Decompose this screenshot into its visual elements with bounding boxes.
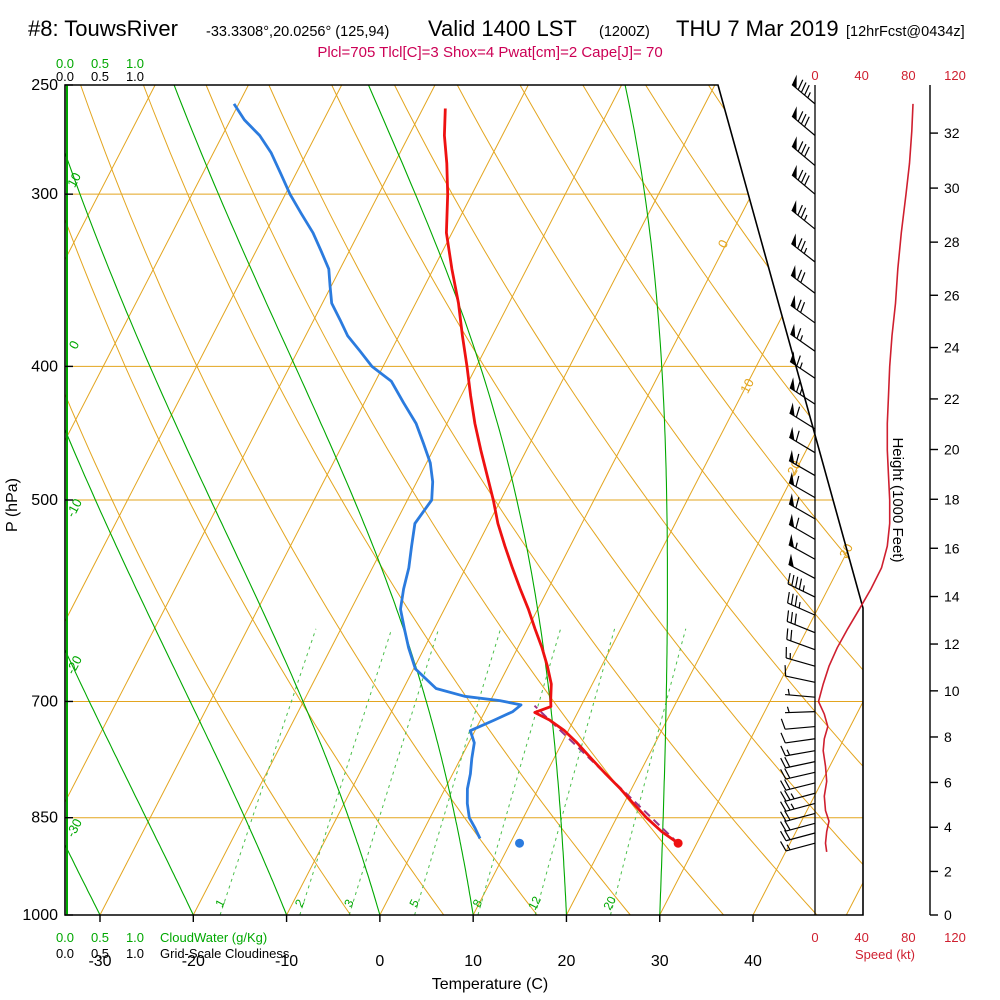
- cloudwater-axis-title: CloudWater (g/Kg): [160, 930, 267, 945]
- valid-zulu-label: (1200Z): [599, 24, 650, 40]
- speed-tick-top: 80: [901, 68, 915, 83]
- height-tick-label: 18: [944, 491, 960, 507]
- height-tick-label: 20: [944, 442, 960, 458]
- temperature-axis-title: Temperature (C): [432, 976, 548, 993]
- height-tick-label: 32: [944, 125, 960, 141]
- pressure-tick-label: 850: [31, 810, 58, 827]
- sounding-traces: [232, 103, 679, 845]
- height-tick-label: 24: [944, 340, 960, 356]
- surface-temp-dot: [673, 838, 683, 848]
- height-tick-label: 28: [944, 234, 960, 250]
- temperature-tick-label: 0: [375, 953, 384, 970]
- height-tick-label: 30: [944, 180, 960, 196]
- pressure-tick-label: 700: [31, 693, 58, 710]
- height-tick-label: 2: [944, 863, 952, 879]
- cloudwater-scale-bottom: 1.0: [126, 930, 144, 945]
- pressure-tick-label: 300: [31, 186, 58, 203]
- pressure-tick-label: 1000: [22, 907, 58, 924]
- cloudwater-scale-bottom: 0.0: [56, 930, 74, 945]
- mixing-ratio-label: 3: [341, 897, 357, 910]
- speed-tick-bottom: 120: [944, 930, 966, 945]
- mixing-ratio-label: 1: [212, 897, 228, 910]
- height-tick-label: 8: [944, 729, 952, 745]
- background-grid: 1 2 3 5 8 12 20: [65, 85, 863, 915]
- plot-frame: [64, 84, 864, 916]
- temperature-tick-label: 20: [558, 953, 576, 970]
- sounding-parameters: Plcl=705 Tlcl[C]=3 Shox=4 Pwat[cm]=2 Cap…: [317, 44, 663, 61]
- height-tick-label: 10: [944, 683, 960, 699]
- temperature-tick-label: -20: [182, 953, 205, 970]
- isotherm-label: 30: [836, 541, 856, 561]
- height-tick-label: 4: [944, 819, 952, 835]
- cloudiness-axis-title: Grid-Scale Cloudiness: [160, 946, 290, 961]
- temperature-tick-label: 40: [744, 953, 762, 970]
- cloudiness-scale-top: 0.5: [91, 69, 109, 84]
- height-tick-label: 22: [944, 391, 960, 407]
- dewpoint-trace: [232, 103, 523, 840]
- temperature-tick-label: 30: [651, 953, 669, 970]
- pressure-tick-label: 500: [31, 492, 58, 509]
- mixing-ratio-label: 2: [292, 897, 308, 910]
- cloudiness-scale-bottom: 0.0: [56, 946, 74, 961]
- cloudiness-scale-bottom: 1.0: [126, 946, 144, 961]
- speed-tick-bottom: 40: [854, 930, 868, 945]
- pressure-axis-title: P (hPa): [4, 478, 21, 532]
- forecast-info: [12hrFcst@0434z]: [846, 24, 965, 40]
- speed-tick-top: 0: [811, 68, 818, 83]
- station-title: #8: TouwsRiver: [28, 16, 178, 41]
- height-tick-label: 12: [944, 636, 960, 652]
- valid-date-label: THU 7 Mar 2019: [676, 16, 839, 41]
- cloud-scales: 0.00.00.00.00.50.50.50.51.01.01.01.0Clou…: [56, 56, 290, 961]
- temperature-tick-label: -10: [275, 953, 298, 970]
- pressure-axis: 250 300 400 500 700 850 1000 P (hPa): [4, 77, 73, 924]
- moist-adiabat-label: 0: [66, 338, 83, 351]
- cloudwater-scale-top: 0.5: [91, 56, 109, 71]
- speed-tick-bottom: 80: [901, 930, 915, 945]
- isotherm-label: 10: [737, 376, 757, 396]
- speed-axis-title: Speed (kt): [855, 947, 915, 962]
- surface-dewpoint-dot: [515, 838, 525, 848]
- speed-tick-top: 120: [944, 68, 966, 83]
- pressure-tick-label: 250: [31, 77, 58, 94]
- height-tick-label: 6: [944, 774, 952, 790]
- pressure-tick-label: 400: [31, 358, 58, 375]
- isotherm-label: 20: [784, 458, 804, 478]
- mixing-ratio-label: 12: [525, 894, 544, 913]
- height-axis-title: Height (1000 Feet): [889, 437, 906, 562]
- speed-tick-bottom: 0: [811, 930, 818, 945]
- mixing-ratio-label: 20: [600, 894, 619, 913]
- valid-time-label: Valid 1400 LST: [428, 16, 577, 41]
- speed-tick-top: 40: [854, 68, 868, 83]
- mixing-ratio-label: 5: [406, 897, 422, 910]
- height-tick-label: 16: [944, 540, 960, 556]
- cloudwater-scale-bottom: 0.5: [91, 930, 109, 945]
- cloudwater-scale-top: 0.0: [56, 56, 74, 71]
- temperature-axis: -30 -20 -10 0 10 20 30 40 Temperature (C): [88, 915, 762, 993]
- cloudiness-scale-top: 0.0: [56, 69, 74, 84]
- height-tick-label: 14: [944, 589, 960, 605]
- cloudiness-scale-bottom: 0.5: [91, 946, 109, 961]
- cloudwater-scale-top: 1.0: [126, 56, 144, 71]
- moist-adiabat-label: 10: [64, 170, 84, 190]
- temperature-trace: [442, 108, 679, 845]
- speed-profile-trace: [817, 103, 914, 853]
- temperature-tick-label: 10: [464, 953, 482, 970]
- parcel-path: [533, 704, 679, 844]
- cloudiness-scale-top: 1.0: [126, 69, 144, 84]
- height-tick-label: 0: [944, 907, 952, 923]
- wind-barbs: [780, 74, 816, 915]
- height-tick-label: 26: [944, 287, 960, 303]
- temperature-tick-label: -30: [88, 953, 111, 970]
- station-coords: -33.3308°,20.0256° (125,94): [206, 24, 390, 40]
